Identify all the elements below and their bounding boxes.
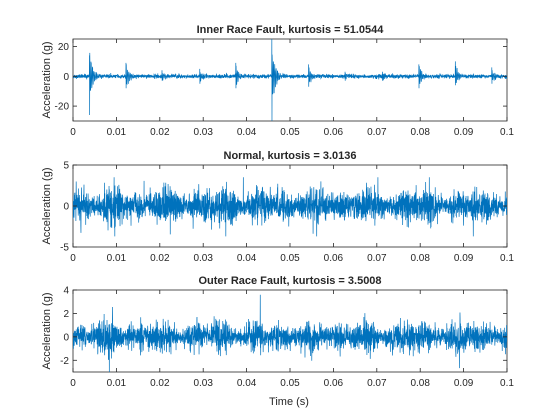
x-tick-label: 0.05 (280, 127, 300, 138)
subplot-title: Normal, kurtosis = 3.0136 (224, 150, 357, 162)
subplots: 0 0.01 0.02 0.03 0.04 0.05 0.06 0.07 0.08 0.09 0.1… (41, 24, 514, 389)
signal-trace (73, 294, 507, 372)
y-axis-label: Acceleration (g) (41, 167, 53, 244)
x-tick-label: 0.04 (237, 127, 257, 138)
y-tick-label: 4 (63, 286, 69, 297)
y-tick-label: 20 (58, 42, 70, 53)
x-tick-label: 0.09 (454, 378, 474, 389)
x-tick-label: 0.08 (410, 253, 430, 264)
subplot-1: 0 0.01 0.02 0.03 0.04 0.05 0.06 0.07 0.08 0.09 0.1… (41, 24, 514, 138)
y-tick-label: -2 (60, 356, 69, 367)
y-tick-label: 0 (63, 332, 69, 343)
x-tick-label: 0.02 (150, 127, 170, 138)
axes-box (72, 38, 508, 122)
x-tick-label: 0.04 (237, 253, 257, 264)
subplot-title: Inner Race Fault, kurtosis = 51.0544 (197, 24, 385, 36)
x-tick-label: 0.06 (324, 253, 344, 264)
y-tick-label: 5 (63, 161, 69, 172)
y-tick-label: -20 (55, 102, 70, 113)
x-tick-label: 0 (70, 378, 76, 389)
signal-trace (73, 177, 507, 237)
x-tick-label: 0.02 (150, 378, 170, 389)
y-tick-label: 0 (63, 72, 69, 83)
x-tick-label: 0.01 (107, 127, 127, 138)
x-tick-label: 0.03 (193, 378, 213, 389)
signal-trace (73, 39, 507, 121)
x-tick-label: 0.07 (367, 127, 387, 138)
x-tick-label: 0.05 (280, 378, 300, 389)
x-tick-label: 0.09 (454, 127, 474, 138)
subplot-3: 0 0.01 0.02 0.03 0.04 0.05 0.06 0.07 0.08 0.09 0.1… (41, 275, 514, 389)
x-tick-label: 0.06 (324, 378, 344, 389)
x-tick-label: 0 (70, 127, 76, 138)
subplot-2: 0 0.01 0.02 0.03 0.04 0.05 0.06 0.07 0.08 0.09 0.1… (41, 150, 514, 264)
y-axis-label: Acceleration (g) (41, 292, 53, 369)
x-tick-label: 0.03 (193, 127, 213, 138)
x-tick-label: 0.03 (193, 253, 213, 264)
x-tick-label: 0.1 (500, 378, 514, 389)
x-tick-label: 0 (70, 253, 76, 264)
x-tick-label: 0.08 (410, 127, 430, 138)
x-tick-label: 0.07 (367, 253, 387, 264)
x-tick-label: 0.02 (150, 253, 170, 264)
x-tick-label: 0.05 (280, 253, 300, 264)
y-tick-label: -5 (60, 243, 69, 254)
x-tick-label: 0.09 (454, 253, 474, 264)
x-tick-label: 0.04 (237, 378, 257, 389)
x-tick-label: 0.1 (500, 253, 514, 264)
y-axis-label: Acceleration (g) (41, 41, 53, 118)
x-tick-label: 0.01 (107, 253, 127, 264)
y-tick-label: 0 (63, 202, 69, 213)
x-tick-label: 0.1 (500, 127, 514, 138)
x-tick-label: 0.08 (410, 378, 430, 389)
x-axis-label: Time (s) (269, 396, 309, 408)
x-tick-label: 0.06 (324, 127, 344, 138)
subplot-title: Outer Race Fault, kurtosis = 3.5008 (198, 275, 381, 287)
x-tick-label: 0.07 (367, 378, 387, 389)
x-tick-label: 0.01 (107, 378, 127, 389)
y-tick-label: 2 (63, 309, 69, 320)
